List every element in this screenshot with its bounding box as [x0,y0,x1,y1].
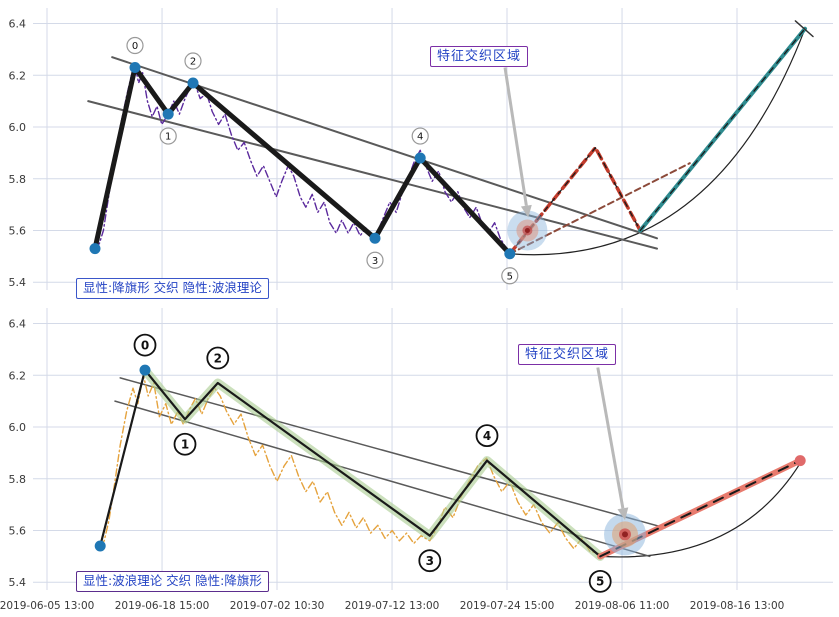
wave-number-circle [418,549,442,573]
x-tick-label: 2019-08-16 13:00 [690,600,785,612]
x-tick-label: 2019-08-06 11:00 [575,600,670,612]
pivot-marker [139,364,151,376]
wave-number-circle [411,127,429,145]
top-chart-canvas: 5.4 5.6 5.8 6.0 6.2 6.4 0 1 2 3 4 5 [9,8,833,290]
wave-number-text: 2 [214,351,222,365]
initial-rise [99,368,147,548]
connector-curve [600,462,801,558]
highlight-ring [622,531,628,538]
wave-number-text: 4 [483,429,491,443]
wave-number-text: 1 [181,438,189,452]
upper-trendline [119,377,666,529]
lower-trendline [87,100,658,250]
wave-number-circle [475,424,499,448]
wave-number-text: 2 [190,57,196,68]
pivot-marker [89,243,101,255]
end-cap [794,20,814,38]
connector-curve [509,28,806,256]
pivot-marker [504,248,516,260]
wave-number-circle [133,333,157,357]
wave-number-text: 1 [165,132,171,143]
wave-number-text: 5 [507,271,513,282]
lower-trendline [114,400,651,558]
wave-zigzag [143,368,602,558]
wave-number-text: 0 [132,41,138,52]
pivot-marker [162,108,174,120]
wave-number-text: 0 [141,338,149,352]
pivot-marker [187,77,199,89]
projection-trend [508,162,691,255]
wave-band [140,365,605,561]
y-tick-label: 6.0 [9,121,27,134]
wave-number-circle [184,52,202,70]
price-line [99,374,601,555]
flag-zigzag [92,65,513,257]
wave-number-circle [588,569,612,593]
annotation-label-top: 特征交织区域 [430,46,529,67]
x-tick-label: 2019-07-02 10:30 [230,600,325,612]
y-tick-label: 5.8 [9,173,27,186]
pattern-caption-top: 显性:降旗形 交织 隐性:波浪理论 [76,278,269,299]
y-tick-label: 6.0 [9,421,27,434]
y-tick-label: 5.4 [9,276,27,289]
wave-number-circle [366,251,384,269]
upper-trendline [111,56,658,240]
y-tick-label: 5.6 [9,524,27,537]
y-tick-label: 5.4 [9,576,27,589]
annotation-arrow [503,67,528,206]
pivot-marker [414,152,426,164]
highlight-ring [524,227,530,233]
wave-number-circle [206,346,230,370]
y-tick-label: 6.2 [9,69,27,82]
wave-number-text: 3 [372,256,378,267]
annotation-label-bottom: 特征交织区域 [518,344,617,365]
wave-number-text: 5 [596,575,604,589]
x-tick-label: 2019-06-18 15:00 [115,600,210,612]
x-tick-label: 2019-06-05 13:00 [0,600,94,612]
annotation-arrow [596,367,625,509]
x-tick-label: 2019-07-24 15:00 [460,600,555,612]
annotation-arrowhead [617,507,629,521]
y-tick-label: 6.4 [9,18,27,31]
bottom-chart-canvas: 5.4 5.6 5.8 6.0 6.2 6.4 2019-06-05 13:00 2019-0… [0,308,833,612]
pivot-marker [794,455,806,467]
pattern-caption-bottom: 显性:波浪理论 交织 隐性:降旗形 [76,571,269,592]
wave-number-text: 4 [417,132,423,143]
y-tick-label: 5.6 [9,224,27,237]
annotation-arrowhead [520,204,532,218]
wave-number-circle [126,36,144,55]
wave-number-text: 3 [426,554,434,568]
pivot-marker [129,62,141,74]
breakout-overlay [639,28,806,232]
y-tick-label: 5.8 [9,473,27,486]
price-line [94,66,511,255]
wave-number-circle [501,267,519,285]
pivot-marker [369,232,381,244]
pivot-marker [94,540,106,552]
y-tick-label: 6.2 [9,369,27,382]
projection-zigzag-overlay [509,147,641,255]
y-tick-label: 6.4 [9,318,27,331]
x-tick-label: 2019-07-12 13:00 [345,600,440,612]
wave-number-circle [159,127,177,145]
wave-number-circle [173,432,197,456]
